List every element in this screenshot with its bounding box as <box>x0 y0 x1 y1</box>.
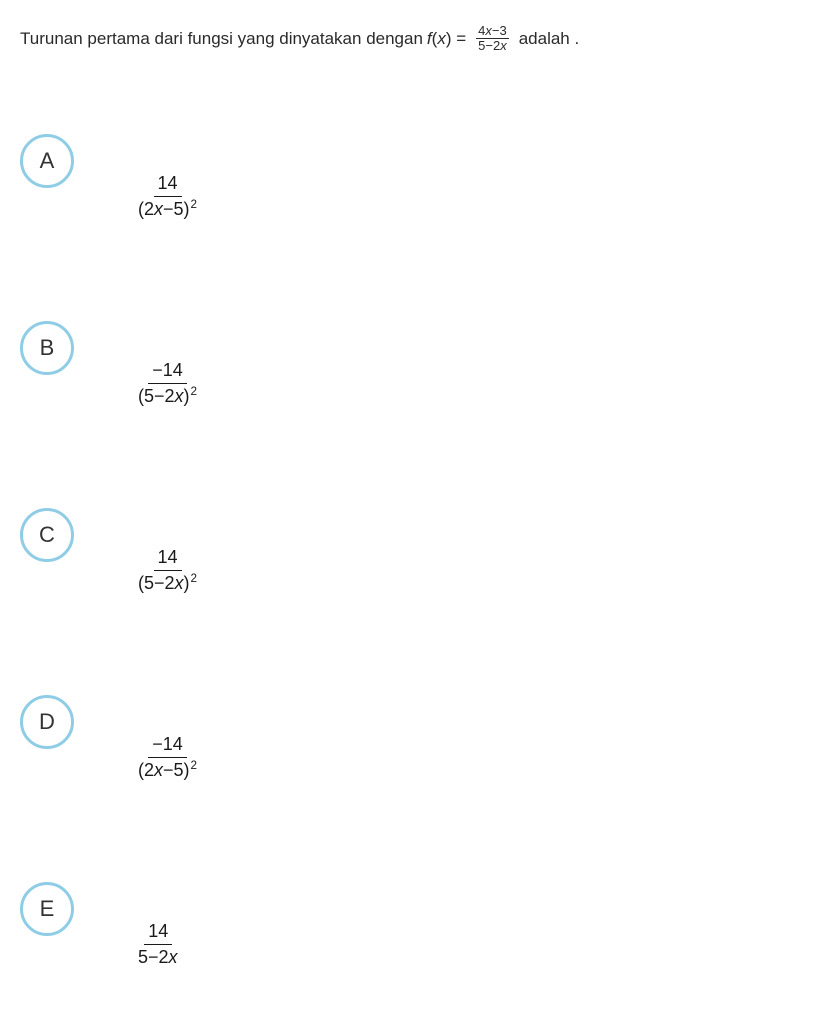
q-frac-den: 5−2x <box>476 39 509 53</box>
den-open: (5−2 <box>138 386 175 406</box>
q-suffix: adalah . <box>519 27 580 51</box>
den-exp: 2 <box>191 198 198 211</box>
frac-numerator: 14 <box>154 546 182 572</box>
q-var: x <box>437 29 446 48</box>
option-bubble[interactable]: A <box>20 134 74 188</box>
question-text: Turunan pertama dari fungsi yang dinyata… <box>20 24 805 54</box>
frac-denominator: (2x−5)2 <box>134 758 201 782</box>
den-exp: 2 <box>191 572 198 585</box>
q-num-b: −3 <box>492 23 507 38</box>
q-den-var: x <box>500 38 507 53</box>
option-b[interactable]: B −14 (5−2x)2 <box>20 321 805 408</box>
option-fraction: 14 5−2x <box>134 920 183 969</box>
option-fraction: −14 (2x−5)2 <box>134 733 201 782</box>
den-var: x <box>154 199 163 219</box>
q-fraction: 4x−3 5−2x <box>476 24 509 54</box>
frac-numerator: −14 <box>148 359 187 385</box>
option-label: B <box>40 335 55 361</box>
option-bubble[interactable]: E <box>20 882 74 936</box>
den-open: 5−2 <box>138 947 169 967</box>
q-frac-num: 4x−3 <box>476 24 509 39</box>
q-prefix: Turunan pertama dari fungsi yang dinyata… <box>20 27 423 51</box>
option-label: A <box>40 148 55 174</box>
option-label: D <box>39 709 55 735</box>
option-label: C <box>39 522 55 548</box>
den-mid: −5) <box>163 199 190 219</box>
option-content: 14 5−2x <box>134 920 183 969</box>
q-func: f(x) = <box>427 27 466 51</box>
den-mid: −5) <box>163 760 190 780</box>
den-var: x <box>175 386 184 406</box>
den-var: x <box>175 573 184 593</box>
den-exp: 2 <box>191 385 198 398</box>
option-content: 14 (5−2x)2 <box>134 546 201 595</box>
den-open: (2 <box>138 199 154 219</box>
option-bubble[interactable]: B <box>20 321 74 375</box>
frac-numerator: −14 <box>148 733 187 759</box>
q-close: ) = <box>446 29 466 48</box>
option-c[interactable]: C 14 (5−2x)2 <box>20 508 805 595</box>
den-var: x <box>169 947 178 967</box>
den-mid: ) <box>184 573 190 593</box>
den-open: (5−2 <box>138 573 175 593</box>
option-content: −14 (2x−5)2 <box>134 733 201 782</box>
option-fraction: 14 (2x−5)2 <box>134 172 201 221</box>
option-content: 14 (2x−5)2 <box>134 172 201 221</box>
q-den-a: 5−2 <box>478 38 500 53</box>
option-bubble[interactable]: D <box>20 695 74 749</box>
frac-denominator: (5−2x)2 <box>134 571 201 595</box>
frac-numerator: 14 <box>154 172 182 198</box>
option-content: −14 (5−2x)2 <box>134 359 201 408</box>
option-a[interactable]: A 14 (2x−5)2 <box>20 134 805 221</box>
den-open: (2 <box>138 760 154 780</box>
frac-denominator: 5−2x <box>134 945 183 969</box>
frac-denominator: (2x−5)2 <box>134 197 201 221</box>
option-label: E <box>40 896 55 922</box>
option-fraction: 14 (5−2x)2 <box>134 546 201 595</box>
options-list: A 14 (2x−5)2 B −14 (5−2x)2 C <box>20 134 805 969</box>
den-exp: 2 <box>191 759 198 772</box>
den-var: x <box>154 760 163 780</box>
frac-numerator: 14 <box>144 920 172 946</box>
option-fraction: −14 (5−2x)2 <box>134 359 201 408</box>
frac-denominator: (5−2x)2 <box>134 384 201 408</box>
option-d[interactable]: D −14 (2x−5)2 <box>20 695 805 782</box>
option-bubble[interactable]: C <box>20 508 74 562</box>
option-e[interactable]: E 14 5−2x <box>20 882 805 969</box>
den-mid: ) <box>184 386 190 406</box>
